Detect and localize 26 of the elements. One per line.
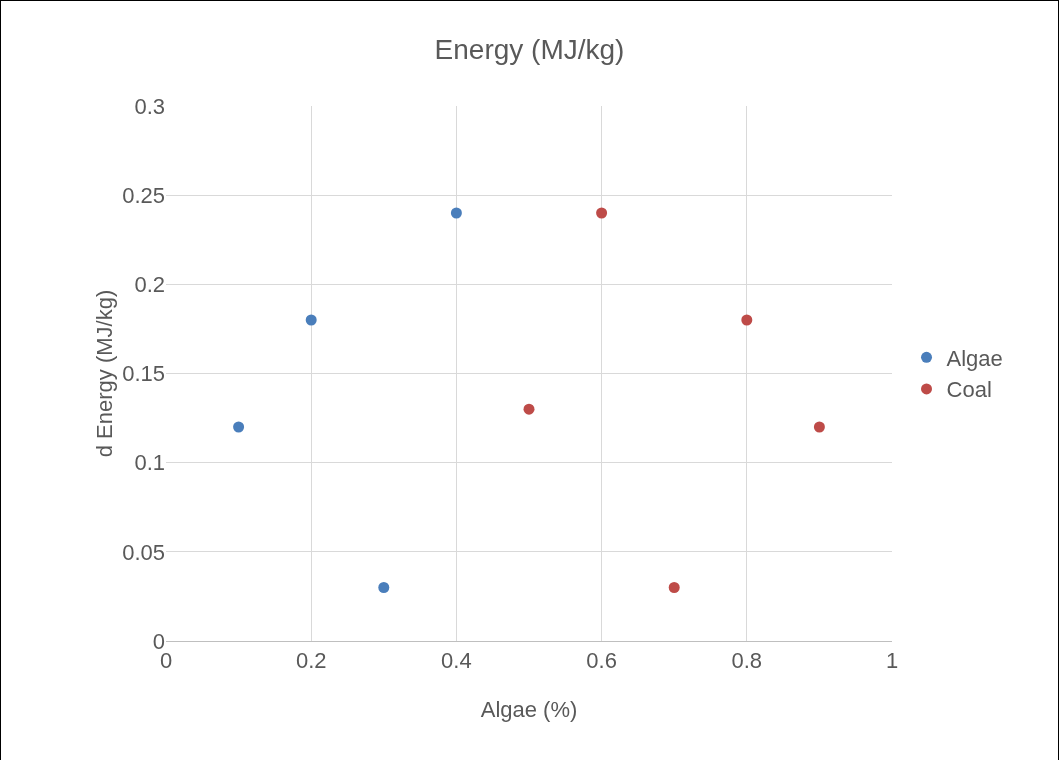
y-tick-label: 0.25	[122, 182, 165, 208]
point	[233, 421, 245, 433]
point	[378, 582, 390, 593]
point	[523, 403, 535, 415]
point	[450, 207, 462, 219]
y-tick-label: 0.3	[134, 93, 165, 119]
point	[305, 314, 317, 326]
x-tick-label: 1	[885, 648, 899, 674]
y-axis-title: d Energy (MJ/kg)	[92, 289, 117, 458]
x-tick-label: 0.6	[586, 648, 617, 674]
y-tick-label: 0.15	[122, 361, 165, 387]
point	[741, 314, 753, 326]
x-tick-label: 0.4	[441, 648, 472, 674]
x-tick-label: 0.8	[731, 648, 763, 674]
point	[813, 421, 825, 433]
y-tick-label: 0	[152, 628, 165, 654]
chart-title: Energy (MJ/kg)	[434, 33, 625, 65]
y-tick-label: 0.1	[134, 450, 165, 476]
legend-label: Coal	[946, 377, 992, 403]
legend-label: Algae	[946, 345, 1003, 371]
y-tick-label: 0.05	[122, 539, 165, 565]
x-axis-title: Algae (%)	[480, 697, 578, 722]
x-tick-label: 0.2	[295, 648, 327, 674]
point	[596, 207, 608, 219]
y-tick-label: 0.2	[134, 272, 165, 298]
point	[668, 582, 680, 593]
